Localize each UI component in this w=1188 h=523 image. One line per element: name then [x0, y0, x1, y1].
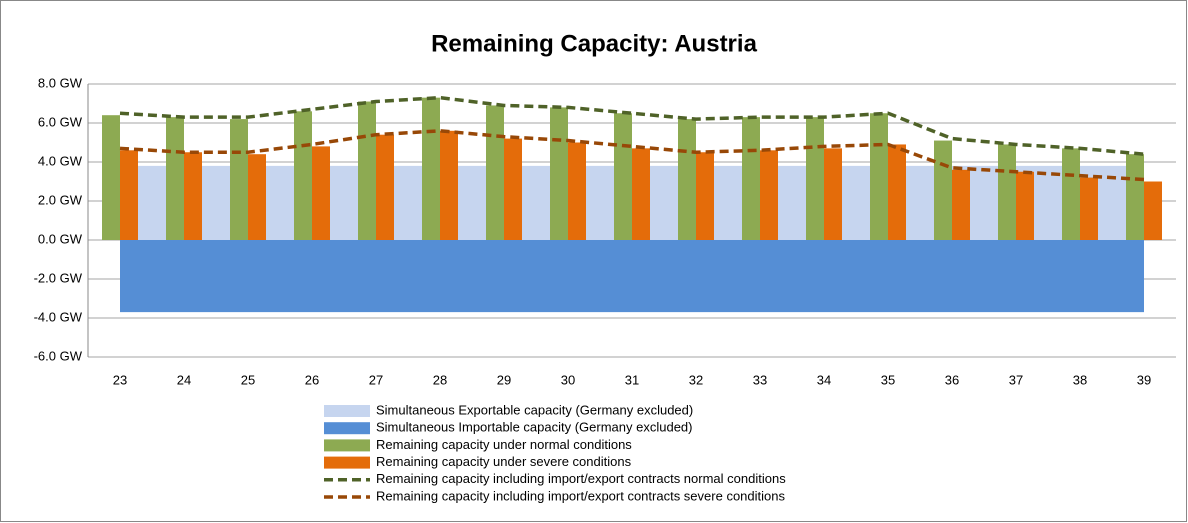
- bar: [888, 144, 906, 240]
- x-tick-label: 27: [369, 372, 383, 387]
- line: [119, 129, 1145, 182]
- legend-label: Remaining capacity under normal conditio…: [376, 437, 632, 452]
- bar: [824, 148, 842, 240]
- x-tick-label: 34: [817, 372, 831, 387]
- bar: [102, 115, 120, 240]
- bar: [1144, 181, 1162, 240]
- line: [119, 95, 1145, 156]
- x-tick-label: 36: [945, 372, 959, 387]
- bar: [1126, 154, 1144, 240]
- y-tick-label: -4.0 GW: [34, 309, 83, 324]
- bar: [632, 148, 650, 240]
- x-tick-label: 32: [689, 372, 703, 387]
- bar: [294, 111, 312, 240]
- bar: [248, 154, 266, 240]
- bar: [184, 152, 202, 240]
- legend-swatch: [324, 456, 370, 469]
- x-tick-label: 24: [177, 372, 191, 387]
- bar: [166, 117, 184, 240]
- bar: [550, 107, 568, 241]
- y-tick-label: 0.0 GW: [38, 231, 83, 246]
- x-tick-label: 26: [305, 372, 319, 387]
- legend-label: Remaining capacity under severe conditio…: [376, 454, 632, 469]
- bar: [230, 119, 248, 240]
- x-tick-label: 29: [497, 372, 511, 387]
- bar: [358, 101, 376, 240]
- y-tick-label: 4.0 GW: [38, 153, 83, 168]
- legend-label: Remaining capacity including import/expo…: [376, 471, 786, 486]
- x-tick-label: 35: [881, 372, 895, 387]
- bar: [614, 113, 632, 240]
- bar: [870, 113, 888, 240]
- bar: [504, 138, 522, 240]
- y-tick-label: -2.0 GW: [34, 270, 83, 285]
- bar: [120, 150, 138, 240]
- x-tick-label: 38: [1073, 372, 1087, 387]
- bar: [806, 117, 824, 240]
- x-tick-label: 25: [241, 372, 255, 387]
- bar: [1080, 177, 1098, 240]
- bar: [312, 146, 330, 240]
- area: [120, 240, 1144, 313]
- legend-swatch: [324, 439, 370, 452]
- bar: [998, 144, 1016, 240]
- bar: [568, 142, 586, 240]
- bar: [1016, 171, 1034, 240]
- legend-swatch: [324, 405, 370, 417]
- bar: [742, 117, 760, 240]
- x-tick-label: 23: [113, 372, 127, 387]
- bar: [696, 152, 714, 240]
- y-tick-label: 2.0 GW: [38, 192, 83, 207]
- x-tick-label: 39: [1137, 372, 1151, 387]
- bar: [934, 140, 952, 240]
- bar: [376, 134, 394, 240]
- bar: [486, 105, 504, 240]
- legend-label: Simultaneous Exportable capacity (German…: [376, 402, 693, 417]
- bar: [1062, 148, 1080, 240]
- legend-label: Simultaneous Importable capacity (German…: [376, 420, 692, 435]
- x-tick-label: 33: [753, 372, 767, 387]
- y-tick-label: 6.0 GW: [38, 114, 83, 129]
- bar: [952, 169, 970, 240]
- x-tick-label: 30: [561, 372, 575, 387]
- bar: [678, 119, 696, 240]
- y-tick-label: -6.0 GW: [34, 348, 83, 363]
- x-tick-label: 31: [625, 372, 639, 387]
- legend-swatch: [324, 422, 370, 435]
- x-tick-label: 37: [1009, 372, 1023, 387]
- x-tick-label: 28: [433, 372, 447, 387]
- legend-label: Remaining capacity including import/expo…: [376, 488, 785, 503]
- chart-title: Remaining Capacity: Austria: [431, 30, 758, 57]
- bar: [760, 150, 778, 240]
- bar: [440, 130, 458, 240]
- bar: [422, 97, 440, 241]
- y-tick-label: 8.0 GW: [38, 75, 83, 90]
